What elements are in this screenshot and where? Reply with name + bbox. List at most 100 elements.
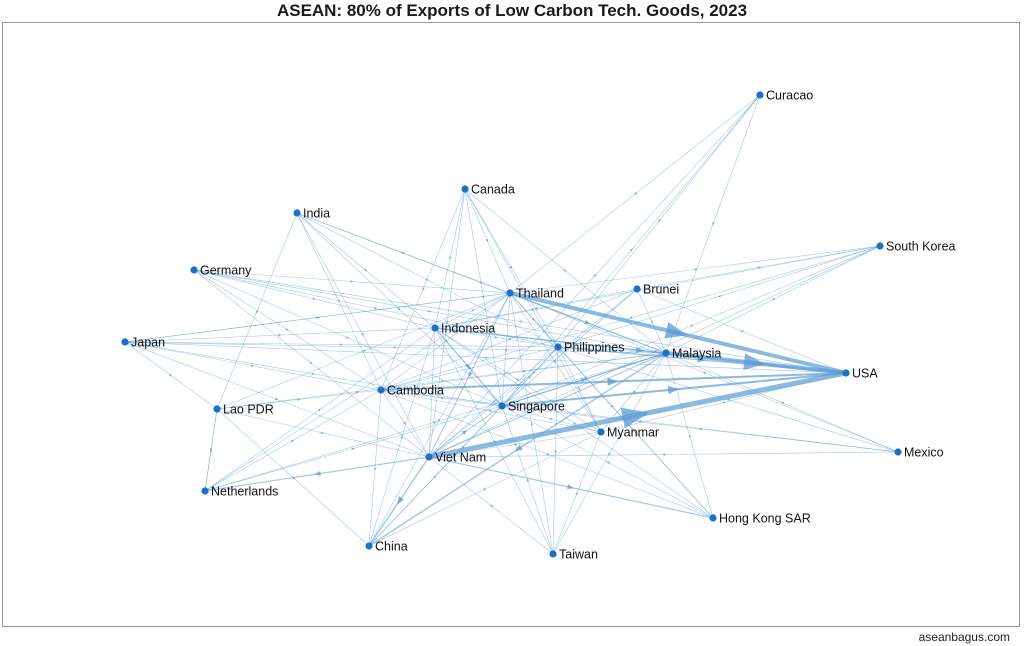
edge-myanmar-to-viet-nam [428,431,602,458]
edge-south-korea-to-malaysia [665,245,881,354]
edge-hong-kong-sar-to-singapore [501,405,714,519]
node-marker[interactable] [662,349,670,357]
edge-germany-to-philippines [193,269,559,348]
edge-malaysia-to-china [368,352,667,547]
node-layer: Curacao Canada India South Korea Germany Thai… [121,89,956,562]
node-usa[interactable]: USA [842,367,878,381]
node-viet-nam[interactable]: Viet Nam [425,451,486,465]
edge-canada-to-cambodia [380,188,466,391]
node-marker[interactable] [377,386,385,394]
node-marker[interactable] [365,542,373,550]
node-marker[interactable] [709,514,717,522]
edge-brunei-to-indonesia [434,288,638,329]
edge-singapore-to-usa [501,372,847,407]
edge-curacao-to-viet-nam [428,94,761,458]
node-indonesia[interactable]: Indonesia [431,322,495,336]
node-netherlands[interactable]: Netherlands [201,485,278,499]
node-label: Thailand [516,287,564,301]
node-cambodia[interactable]: Cambodia [377,384,444,398]
edge-hong-kong-sar-to-philippines [557,346,714,519]
edge-netherlands-to-cambodia [204,389,382,492]
edge-germany-to-viet-nam [193,269,430,458]
edge-south-korea-to-philippines [557,245,881,348]
node-label: Singapore [508,400,565,414]
edge-mexico-to-viet-nam [428,451,899,458]
node-brunei[interactable]: Brunei [633,283,679,297]
node-label: Curacao [766,89,813,103]
node-china[interactable]: China [365,540,408,554]
node-marker[interactable] [293,209,301,217]
node-canada[interactable]: Canada [461,183,515,197]
edge-germany-to-singapore [193,269,503,407]
edge-cambodia-to-myanmar [380,389,602,433]
node-marker[interactable] [633,285,641,293]
node-marker[interactable] [756,91,764,99]
edge-canada-to-indonesia [434,188,466,329]
node-marker[interactable] [190,266,198,274]
node-marker[interactable] [876,242,884,250]
edge-germany-to-thailand [193,269,511,294]
node-label: Netherlands [211,485,278,499]
node-malaysia[interactable]: Malaysia [662,347,721,361]
edge-japan-to-philippines [124,341,559,348]
node-marker[interactable] [554,343,562,351]
node-philippines[interactable]: Philippines [554,341,624,355]
node-marker[interactable] [506,289,514,297]
edge-india-to-indonesia [296,212,436,329]
edge-viet-nam-to-china [368,456,430,547]
node-marker[interactable] [213,405,221,413]
node-south-korea[interactable]: South Korea [876,240,956,254]
node-marker[interactable] [842,369,850,377]
node-lao-pdr[interactable]: Lao PDR [213,403,274,417]
node-mexico[interactable]: Mexico [894,446,944,460]
node-taiwan[interactable]: Taiwan [549,548,598,562]
edge-mexico-to-thailand [509,292,899,453]
edge-thailand-to-cambodia [380,292,511,391]
node-label: Germany [200,264,252,278]
node-myanmar[interactable]: Myanmar [597,426,659,440]
chart-title: ASEAN: 80% of Exports of Low Carbon Tech… [276,1,748,20]
edge-japan-to-lao-pdr [124,341,218,410]
source-credit: aseanbagus.com [918,630,1010,644]
node-label: Philippines [564,341,624,355]
edge-malaysia-to-indonesia [434,327,667,354]
edge-thailand-to-japan [124,292,511,343]
node-marker[interactable] [894,448,902,456]
edge-viet-nam-to-netherlands [204,456,430,492]
node-marker[interactable] [461,185,469,193]
node-hong-kong-sar[interactable]: Hong Kong SAR [709,512,811,526]
edge-india-to-philippines [296,212,559,348]
node-marker[interactable] [425,453,433,461]
node-india[interactable]: India [293,207,330,221]
edge-viet-nam-to-usa [428,370,847,460]
edge-thailand-to-philippines [509,292,559,348]
edge-viet-nam-to-hong-kong-sar [428,456,714,519]
edge-lao-pdr-to-viet-nam [216,408,430,458]
node-curacao[interactable]: Curacao [756,89,813,103]
edge-singapore-to-philippines [501,346,559,407]
edge-japan-to-cambodia [124,341,382,391]
node-marker[interactable] [549,550,557,558]
edge-curacao-to-thailand [509,94,761,294]
edge-indonesia-to-philippines [434,327,559,348]
edge-usa-to-myanmar [600,372,847,433]
edge-philippines-to-viet-nam [428,346,559,458]
edge-india-to-cambodia [296,212,382,391]
node-thailand[interactable]: Thailand [506,287,564,301]
edge-hong-kong-sar-to-cambodia [380,389,714,519]
edge-japan-to-singapore [124,341,503,407]
edge-china-to-myanmar [368,431,602,547]
edge-japan-to-malaysia [124,341,667,354]
node-marker[interactable] [201,487,209,495]
edge-mexico-to-philippines [557,346,899,453]
node-marker[interactable] [121,338,129,346]
node-label: Cambodia [387,384,444,398]
node-germany[interactable]: Germany [190,264,252,278]
edge-curacao-to-malaysia [665,94,761,354]
edge-cambodia-to-viet-nam [380,389,430,458]
node-singapore[interactable]: Singapore [498,400,565,414]
node-marker[interactable] [431,324,439,332]
node-marker[interactable] [597,428,605,436]
node-marker[interactable] [498,402,506,410]
node-japan[interactable]: Japan [121,336,165,350]
